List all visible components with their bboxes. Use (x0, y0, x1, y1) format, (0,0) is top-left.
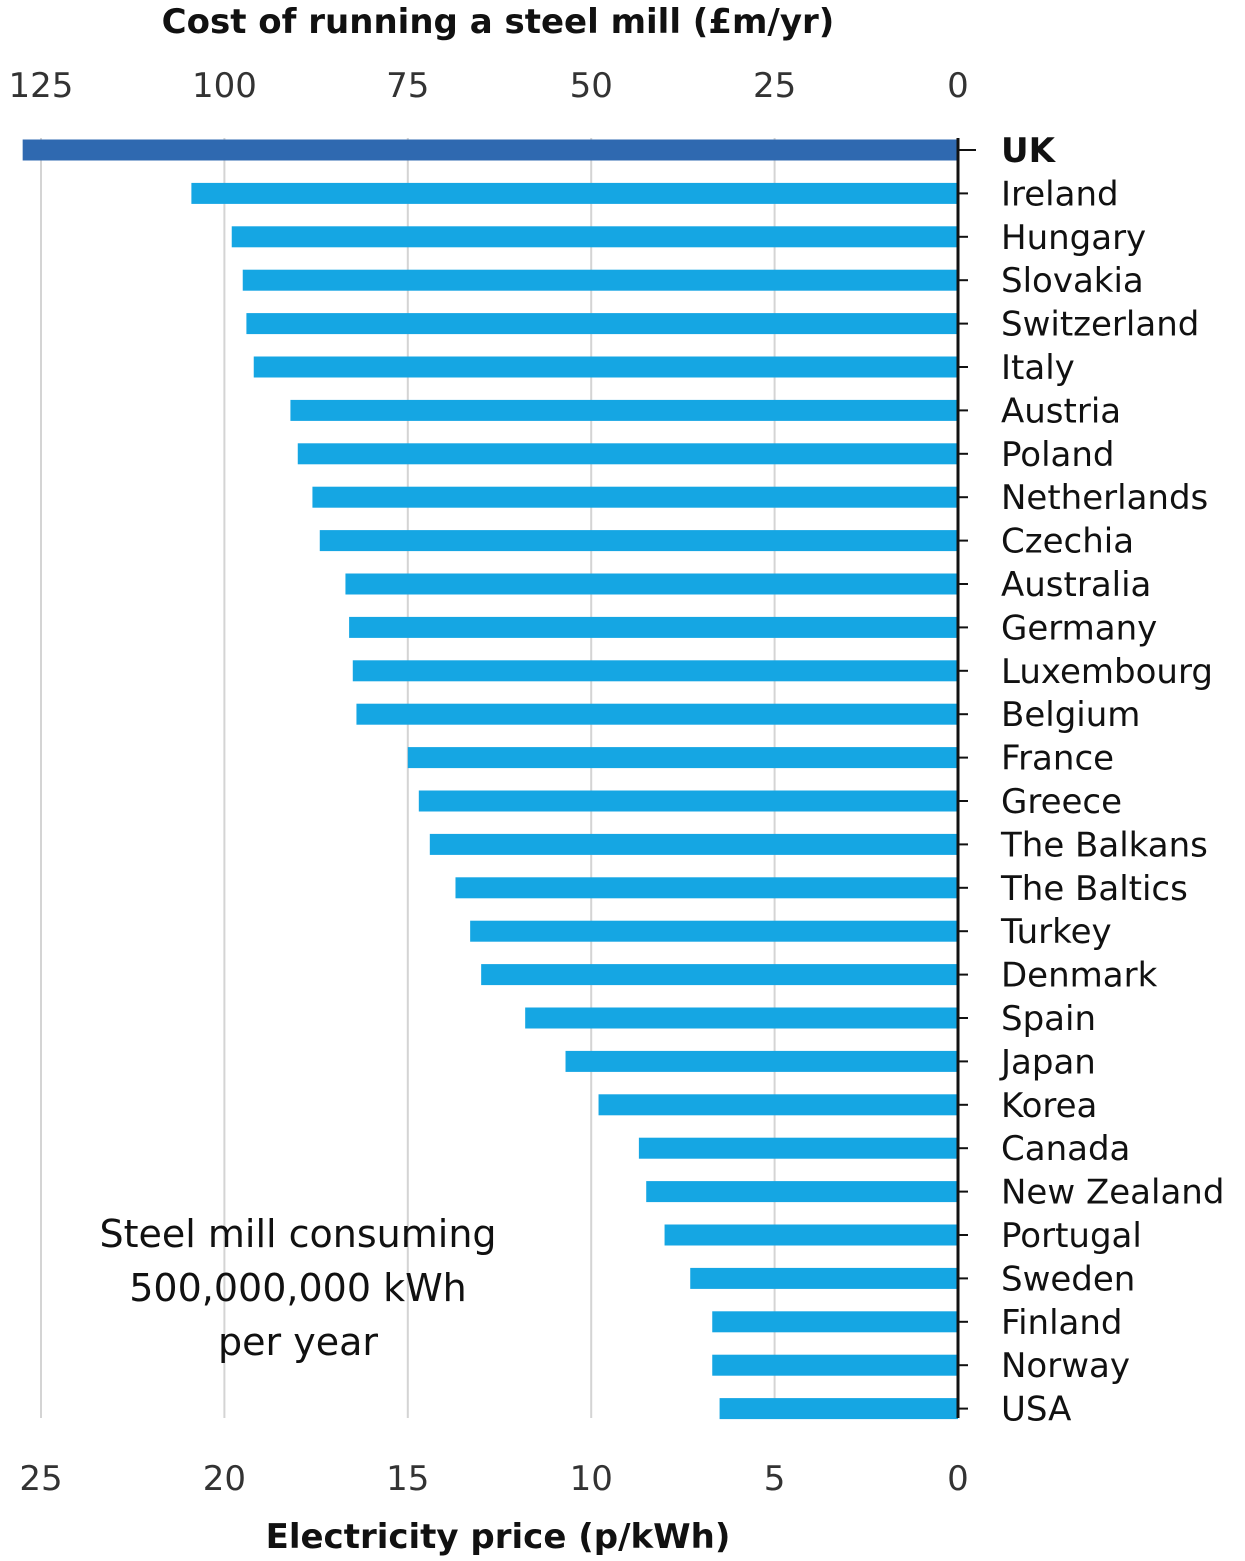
category-label: The Balkans (1000, 825, 1208, 865)
bar-the-baltics (455, 877, 958, 899)
annotation-line: per year (218, 1320, 378, 1364)
bar-japan (565, 1050, 958, 1072)
bar-norway (712, 1354, 958, 1376)
bar-germany (349, 616, 958, 638)
category-label: Switzerland (1001, 305, 1199, 345)
category-label: Ireland (1001, 174, 1119, 214)
category-label: Austria (1001, 391, 1121, 431)
category-label: Finland (1001, 1303, 1123, 1343)
category-label: Japan (999, 1042, 1096, 1082)
annotation-line: 500,000,000 kWh (129, 1266, 467, 1310)
category-label: The Baltics (1000, 869, 1188, 909)
category-labels: UKIrelandHungarySlovakiaSwitzerlandItaly… (958, 131, 1224, 1430)
bottom-axis-ticks: 25 20 15 10 5 0 (19, 1459, 968, 1499)
bar-new-zealand (646, 1181, 958, 1203)
top-tick-label: 100 (192, 66, 257, 106)
bar-finland (712, 1311, 958, 1333)
category-label: Italy (1001, 348, 1075, 388)
top-tick-label: 0 (947, 66, 969, 106)
bottom-tick-label: 15 (386, 1459, 429, 1499)
bar-austria (290, 399, 958, 421)
category-label: New Zealand (1001, 1173, 1224, 1213)
bar-ireland (191, 182, 958, 204)
annotation-note: Steel mill consuming 500,000,000 kWh per y… (99, 1212, 496, 1364)
bar-luxembourg (352, 660, 958, 682)
category-label: Portugal (1001, 1216, 1142, 1256)
category-label: Greece (1001, 782, 1122, 822)
top-axis-title: Cost of running a steel mill (£m/yr) (162, 2, 835, 42)
category-label: Luxembourg (1001, 652, 1213, 692)
x-axis-title: Electricity price (p/kWh) (266, 1517, 731, 1557)
bar-italy (253, 356, 958, 378)
bar-poland (297, 443, 958, 465)
top-tick-label: 125 (9, 66, 74, 106)
category-label: Hungary (1001, 218, 1146, 258)
bar-denmark (481, 964, 958, 986)
category-label: UK (1001, 131, 1057, 171)
category-label: Germany (1001, 608, 1157, 648)
bar-czechia (319, 530, 958, 552)
category-label: France (1001, 739, 1114, 779)
category-label: Sweden (1001, 1259, 1135, 1299)
category-label: Netherlands (1001, 478, 1208, 518)
category-label: Australia (1001, 565, 1151, 605)
category-label: Korea (1001, 1086, 1097, 1126)
bar-turkey (470, 920, 958, 942)
category-label: Slovakia (1001, 261, 1144, 301)
bar-slovakia (242, 269, 959, 291)
category-label: Spain (1001, 999, 1096, 1039)
category-label: Poland (1001, 435, 1115, 475)
bar-spain (525, 1007, 958, 1029)
bottom-tick-label: 10 (570, 1459, 613, 1499)
bar-the-balkans (429, 833, 959, 855)
category-label: USA (1001, 1390, 1071, 1430)
bar-netherlands (312, 486, 958, 508)
top-tick-label: 50 (570, 66, 613, 106)
bar-australia (345, 573, 959, 595)
bar-portugal (664, 1224, 958, 1246)
category-label: Turkey (1000, 912, 1112, 952)
bar-greece (418, 790, 959, 812)
bottom-tick-label: 25 (19, 1459, 62, 1499)
bottom-tick-label: 20 (203, 1459, 246, 1499)
category-label: Denmark (1001, 956, 1158, 996)
bottom-tick-label: 0 (947, 1459, 969, 1499)
bars (22, 139, 959, 1420)
bar-canada (638, 1137, 958, 1159)
bar-korea (598, 1094, 958, 1116)
category-label: Belgium (1001, 695, 1140, 735)
top-tick-label: 75 (386, 66, 429, 106)
gridlines (40, 138, 776, 1418)
bar-belgium (356, 703, 958, 725)
bar-usa (719, 1398, 958, 1420)
category-label: Canada (1001, 1129, 1130, 1169)
annotation-line: Steel mill consuming (99, 1212, 496, 1256)
top-axis-ticks: 125 100 75 50 25 0 (9, 66, 969, 106)
bar-france (407, 747, 958, 769)
bar-sweden (690, 1267, 958, 1289)
bar-hungary (231, 226, 959, 248)
bar-switzerland (246, 313, 958, 335)
top-tick-label: 25 (753, 66, 796, 106)
category-label: Czechia (1001, 522, 1134, 562)
bottom-tick-label: 5 (764, 1459, 786, 1499)
bar-uk (22, 139, 959, 161)
category-label: Norway (1001, 1346, 1130, 1386)
